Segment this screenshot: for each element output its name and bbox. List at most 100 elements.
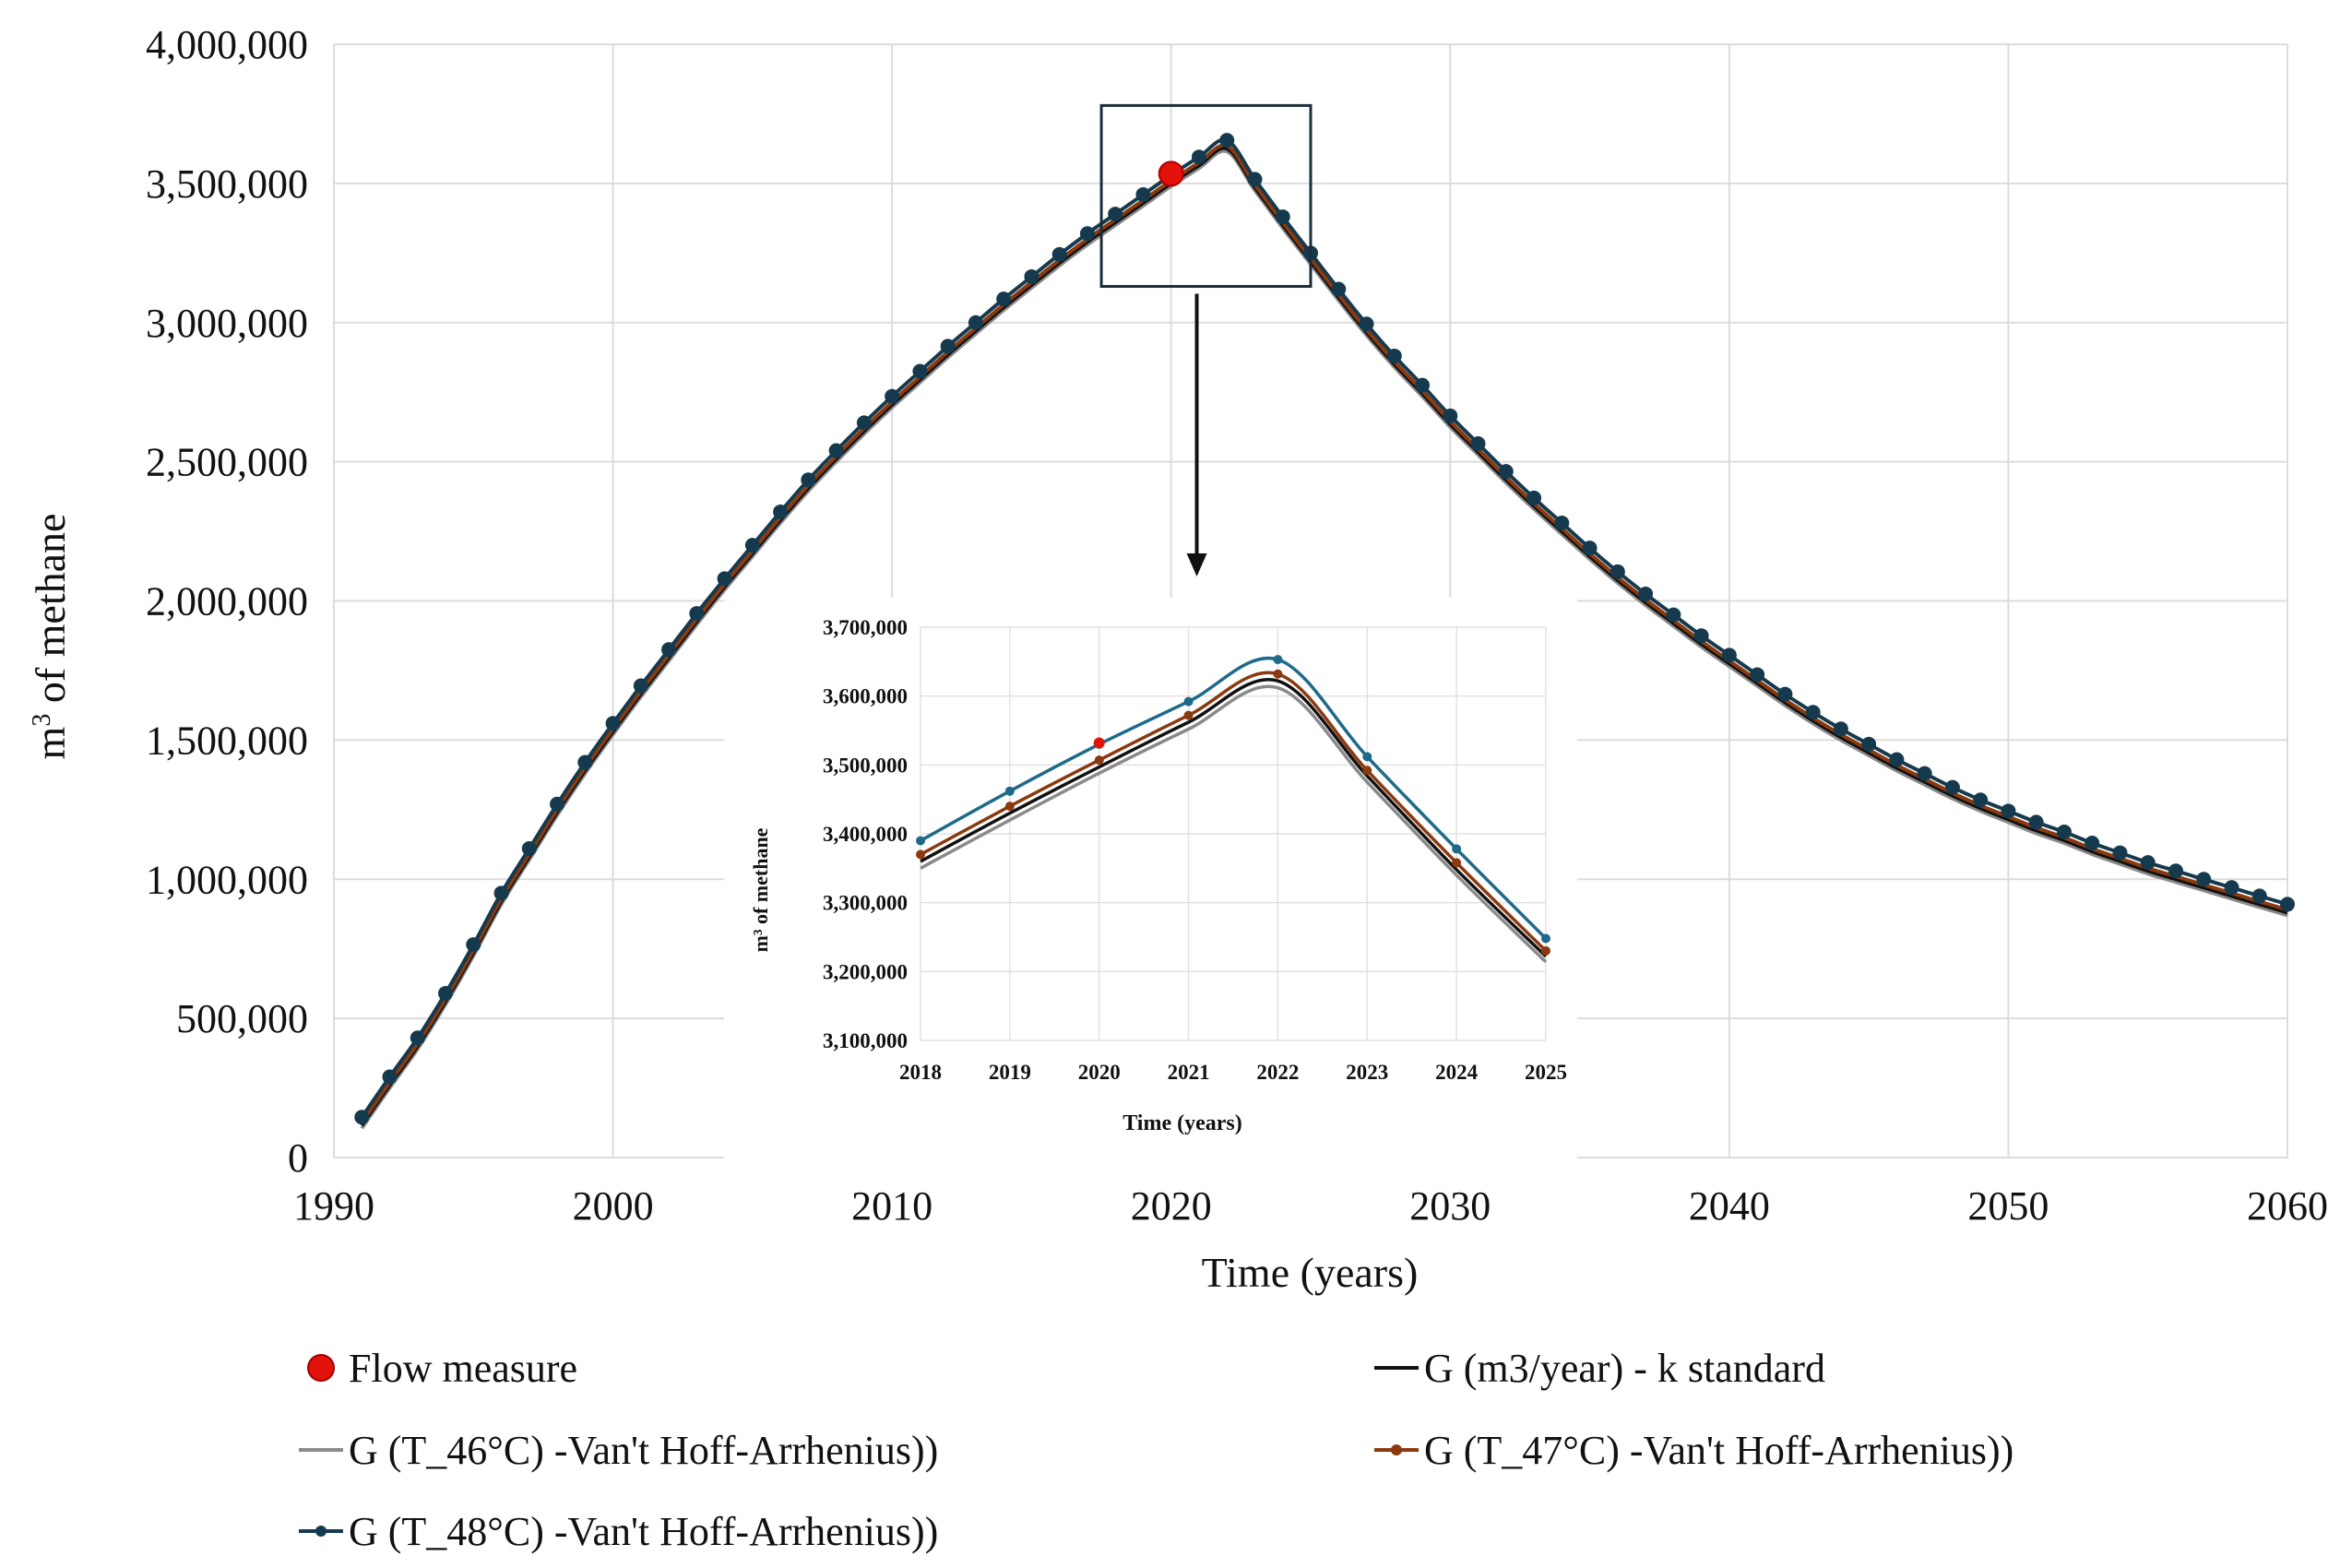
main-series-line [360, 143, 2288, 1124]
main-data-point [1024, 268, 1039, 284]
inset-data-point [1183, 710, 1194, 720]
inset-data-point [916, 836, 925, 846]
main-data-point [2168, 863, 2183, 879]
inset-y-tick-label: 3,700,000 [823, 616, 908, 639]
inset-y-tick-label: 3,300,000 [823, 892, 908, 915]
main-data-point [1415, 377, 1431, 393]
inset-x-tick-label: 2021 [1168, 1061, 1210, 1084]
main-data-point [1051, 246, 1067, 262]
inset-x-tick-label: 2024 [1435, 1061, 1479, 1084]
inset-panel [724, 598, 1577, 1165]
inset-x-tick-label: 2019 [989, 1061, 1031, 1084]
main-data-point [493, 885, 509, 901]
main-data-point [2280, 897, 2295, 912]
main-data-point [382, 1069, 398, 1085]
main-y-tick-label: 0 [288, 1135, 308, 1181]
main-x-tick-label: 2030 [1409, 1183, 1491, 1229]
legend: Flow measure G (m3/year) - k standard G … [299, 1346, 2013, 1554]
inset-series-line [920, 677, 1548, 958]
legend-entry-flow-measure: Flow measure [307, 1346, 577, 1391]
inset-data-point [1362, 752, 1372, 762]
inset-data-point [1004, 802, 1015, 812]
main-data-point [1079, 226, 1095, 242]
legend-t46-label: G (T_46°C) -Van't Hoff-Arrhenius)) [349, 1428, 938, 1473]
main-data-point [661, 642, 677, 658]
zoom-box [1099, 103, 1313, 289]
legend-t48-label: G (T_48°C) -Van't Hoff-Arrhenius)) [349, 1509, 938, 1554]
main-y-axis-title: m3 of methane [27, 514, 74, 760]
legend-flow-measure-swatch [307, 1354, 335, 1382]
main-data-point [717, 571, 732, 587]
inset-flow-measure-point [1093, 737, 1105, 749]
legend-t47-label: G (T_47°C) -Van't Hoff-Arrhenius)) [1424, 1428, 2013, 1473]
inset-y-tick-label: 3,100,000 [823, 1029, 908, 1052]
main-data-point [2085, 836, 2100, 851]
main-data-point [773, 504, 789, 519]
main-x-tick-label: 2050 [1967, 1183, 2049, 1229]
inset-y-tick-label: 3,600,000 [823, 685, 908, 708]
main-data-point [1973, 792, 1989, 808]
inset-data-point [1362, 766, 1372, 776]
main-data-point [1359, 316, 1374, 332]
main-data-point [1861, 736, 1877, 752]
main-data-point [1219, 133, 1235, 148]
main-y-tick-label: 2,000,000 [146, 579, 308, 624]
inset-x-axis-title: Time (years) [1123, 1111, 1242, 1135]
main-data-point [1666, 607, 1681, 623]
main-data-point [1805, 705, 1821, 720]
main-data-point [1638, 586, 1654, 601]
legend-t48-marker [315, 1526, 327, 1537]
main-data-point [1247, 172, 1263, 187]
main-data-point [1331, 281, 1347, 297]
inset-data-point [1273, 669, 1283, 679]
main-data-point [1833, 721, 1848, 737]
main-data-point [689, 606, 705, 622]
main-data-point [1917, 766, 1932, 781]
main-x-tick-label: 1990 [293, 1183, 374, 1229]
main-data-point [1191, 149, 1206, 165]
main-y-tick-label: 500,000 [176, 996, 308, 1041]
main-x-tick-labels: 1990 2000 2010 2020 2030 2040 2050 2060 [293, 1183, 2328, 1229]
inset-data-point [1273, 655, 1283, 665]
main-data-point [1777, 686, 1793, 702]
inset-data-point [1541, 933, 1550, 944]
inset-data-point [1452, 844, 1462, 854]
main-data-point [1526, 490, 1542, 505]
main-x-tick-label: 2000 [573, 1183, 654, 1229]
main-data-point [1944, 779, 1960, 795]
main-data-point [801, 472, 816, 488]
inset-y-tick-label: 3,400,000 [823, 823, 908, 846]
main-data-point [1889, 752, 1905, 767]
main-data-point [550, 796, 565, 812]
main-data-point [1386, 348, 1402, 363]
main-x-tick-label: 2020 [1131, 1183, 1212, 1229]
legend-entry-k-standard: G (m3/year) - k standard [1374, 1346, 1825, 1391]
main-series-layer [354, 133, 2295, 1130]
inset-y-axis-title: m³ of methane [749, 827, 772, 952]
inset-data-point [1183, 696, 1194, 707]
inset-x-tick-label: 2020 [1078, 1061, 1121, 1084]
main-x-tick-label: 2060 [2247, 1183, 2328, 1229]
main-data-point [605, 716, 621, 731]
inset-y-tick-label: 3,200,000 [823, 960, 908, 983]
legend-entry-t47: G (T_47°C) -Van't Hoff-Arrhenius)) [1374, 1428, 2013, 1473]
inset-series-layer [916, 655, 1550, 964]
main-data-point [2028, 814, 2044, 830]
main-data-point [2196, 872, 2212, 887]
main-data-point [828, 443, 844, 458]
main-data-point [2001, 803, 2016, 819]
main-data-point [1275, 209, 1290, 225]
zoom-arrow-head [1186, 553, 1207, 576]
main-y-tick-label: 1,000,000 [146, 857, 308, 902]
inset-data-point [1004, 786, 1015, 796]
main-y-tick-label: 4,000,000 [146, 22, 308, 67]
main-data-point [856, 415, 872, 431]
inset-x-tick-label: 2025 [1525, 1061, 1567, 1084]
main-y-tick-label: 2,500,000 [146, 440, 308, 485]
inset-data-point [916, 849, 925, 860]
legend-entry-t48: G (T_48°C) -Van't Hoff-Arrhenius)) [299, 1509, 938, 1554]
legend-k-standard-label: G (m3/year) - k standard [1424, 1346, 1825, 1391]
inset-series-line [920, 671, 1548, 953]
main-data-point [885, 388, 900, 404]
